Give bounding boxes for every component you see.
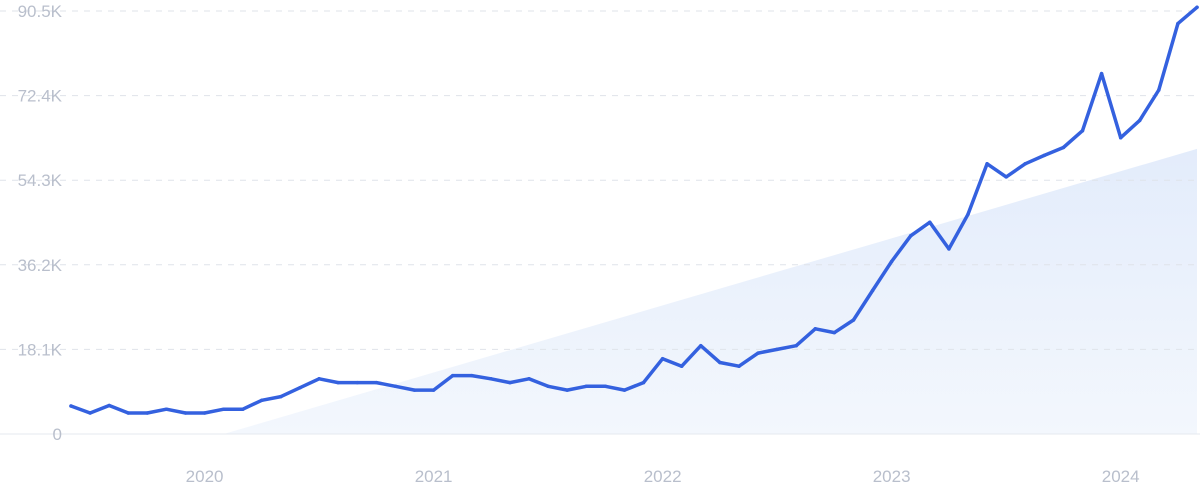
data-point [737, 364, 741, 368]
data-point [355, 380, 360, 385]
y-tick-label: 90.5K [18, 2, 63, 21]
gridlines [0, 10, 1200, 435]
data-point [1195, 5, 1199, 10]
data-point [794, 343, 798, 348]
data-point [336, 380, 340, 385]
y-tick-label: 72.4K [18, 87, 63, 106]
data-point [145, 411, 150, 415]
data-point [832, 330, 837, 335]
data-point [851, 318, 856, 322]
data-point [260, 398, 264, 403]
trend-area [223, 148, 1197, 434]
data-point [1176, 21, 1180, 26]
data-point [1004, 175, 1008, 179]
x-tick-label: 2024 [1102, 467, 1140, 486]
data-point [1023, 162, 1027, 166]
data-point [1042, 153, 1047, 158]
data-point [1099, 71, 1104, 76]
data-point [584, 384, 589, 389]
x-tick-label: 2021 [415, 467, 453, 486]
data-point [450, 373, 455, 378]
data-point [1157, 88, 1161, 92]
data-point [660, 356, 665, 361]
data-point [756, 351, 760, 355]
y-tick-label: 36.2K [18, 256, 63, 275]
data-point [1061, 145, 1066, 150]
y-axis: 0 18.1K 36.2K 54.3K 72.4K 90.5K [18, 2, 63, 444]
data-point [527, 377, 531, 381]
data-point [374, 380, 379, 385]
data-point [298, 385, 302, 390]
data-point [489, 377, 493, 381]
data-point [775, 347, 779, 352]
data-point [546, 384, 550, 389]
data-point [928, 220, 932, 225]
data-point [870, 288, 875, 293]
data-point [241, 407, 245, 411]
data-point [508, 380, 512, 385]
data-point [718, 360, 722, 365]
y-tick-label: 0 [53, 425, 62, 444]
x-tick-label: 2023 [873, 467, 911, 486]
data-point [88, 411, 92, 415]
data-point [431, 388, 436, 392]
x-axis: 2020 2021 2022 2023 2024 [186, 467, 1140, 486]
data-point [622, 388, 627, 392]
x-tick-label: 2020 [186, 467, 224, 486]
data-point [221, 407, 226, 411]
data-point [966, 212, 970, 217]
data-point [985, 162, 989, 166]
x-tick-label: 2022 [644, 467, 682, 486]
data-point [699, 343, 703, 348]
series-line [69, 5, 1199, 415]
data-point [603, 384, 608, 389]
data-point [470, 373, 474, 378]
data-point [69, 404, 73, 408]
data-point [183, 411, 188, 415]
data-point [164, 407, 169, 411]
data-point [565, 388, 569, 392]
data-point [317, 377, 321, 381]
data-point [889, 259, 894, 264]
data-point [393, 384, 398, 389]
data-point [126, 411, 131, 415]
data-point [813, 327, 818, 331]
y-tick-label: 18.1K [18, 340, 63, 359]
data-point [202, 411, 207, 415]
data-point [107, 403, 111, 408]
data-point [908, 234, 913, 238]
data-point [412, 388, 417, 392]
data-point [641, 380, 646, 385]
y-tick-label: 54.3K [18, 171, 63, 190]
data-points [69, 5, 1199, 415]
data-point [947, 247, 951, 251]
data-point [1080, 128, 1085, 133]
data-point [679, 364, 684, 368]
data-point [1118, 135, 1123, 140]
data-point [1137, 118, 1142, 123]
data-point [279, 394, 283, 399]
